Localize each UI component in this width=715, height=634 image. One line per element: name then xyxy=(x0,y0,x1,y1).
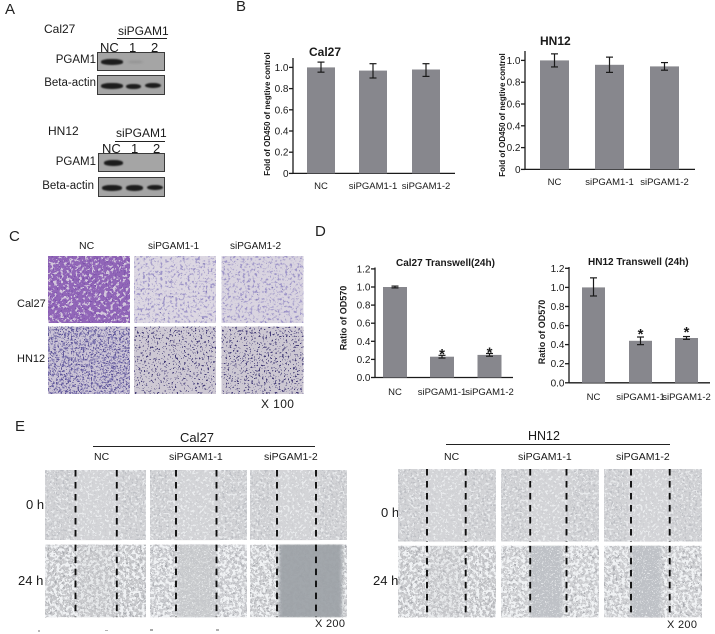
svg-text:siPGAM1-2: siPGAM1-2 xyxy=(662,392,711,403)
svg-text:*: * xyxy=(487,344,493,361)
svg-text:1.2: 1.2 xyxy=(551,264,565,275)
svg-text:0: 0 xyxy=(283,169,289,180)
svg-text:*: * xyxy=(684,324,690,341)
svg-text:NC: NC xyxy=(388,387,402,398)
svg-text:NC: NC xyxy=(587,392,601,403)
svg-text:0.6: 0.6 xyxy=(275,105,289,116)
svg-text:1.0: 1.0 xyxy=(551,283,565,294)
svg-text:HN12: HN12 xyxy=(540,34,571,48)
svg-text:siPGAM1-1: siPGAM1-1 xyxy=(349,181,398,192)
svg-text:0.2: 0.2 xyxy=(357,355,371,366)
svg-text:1.2: 1.2 xyxy=(357,264,371,275)
svg-text:Fold of OD450 of negtive contr: Fold of OD450 of negtive control xyxy=(498,53,507,177)
svg-text:1.0: 1.0 xyxy=(275,63,289,74)
svg-text:siPGAM1-1: siPGAM1-1 xyxy=(616,392,665,403)
svg-text:0.4: 0.4 xyxy=(507,121,521,132)
svg-text:siPGAM1-2: siPGAM1-2 xyxy=(465,387,514,398)
svg-text:Cal27 Transwell(24h): Cal27 Transwell(24h) xyxy=(396,258,495,269)
svg-text:0.8: 0.8 xyxy=(357,301,371,312)
svg-text:0.6: 0.6 xyxy=(507,100,521,111)
svg-text:*: * xyxy=(638,326,644,343)
svg-text:0.4: 0.4 xyxy=(551,340,565,351)
svg-text:siPGAM1-1: siPGAM1-1 xyxy=(418,387,467,398)
svg-text:0.6: 0.6 xyxy=(551,321,565,332)
svg-text:NC: NC xyxy=(548,177,562,188)
svg-text:siPGAM1-2: siPGAM1-2 xyxy=(640,177,689,188)
svg-text:0.8: 0.8 xyxy=(551,302,565,313)
svg-text:*: * xyxy=(439,346,445,363)
svg-text:NC: NC xyxy=(314,181,328,192)
svg-text:Fold of OD450 of negtive contr: Fold of OD450 of negtive control xyxy=(263,52,272,176)
svg-text:0.2: 0.2 xyxy=(551,359,565,370)
svg-text:Ratio of OD570: Ratio of OD570 xyxy=(537,300,547,365)
svg-text:0.2: 0.2 xyxy=(275,148,289,159)
svg-text:0.6: 0.6 xyxy=(357,319,371,330)
svg-text:Cal27: Cal27 xyxy=(309,45,341,59)
svg-text:0.4: 0.4 xyxy=(357,337,371,348)
svg-text:0.2: 0.2 xyxy=(507,143,521,154)
svg-text:1.0: 1.0 xyxy=(357,283,371,294)
svg-text:0.0: 0.0 xyxy=(551,378,565,389)
svg-text:0.8: 0.8 xyxy=(275,84,289,95)
svg-text:0.0: 0.0 xyxy=(357,373,371,384)
svg-text:HN12 Transwell (24h): HN12 Transwell (24h) xyxy=(588,257,689,268)
svg-text:Ratio of OD570: Ratio of OD570 xyxy=(339,286,349,351)
svg-text:0: 0 xyxy=(515,165,521,176)
svg-text:0.4: 0.4 xyxy=(275,127,289,138)
svg-text:siPGAM1-2: siPGAM1-2 xyxy=(402,181,451,192)
svg-text:1.0: 1.0 xyxy=(507,56,521,67)
svg-text:0.8: 0.8 xyxy=(507,78,521,89)
svg-text:siPGAM1-1: siPGAM1-1 xyxy=(585,177,634,188)
